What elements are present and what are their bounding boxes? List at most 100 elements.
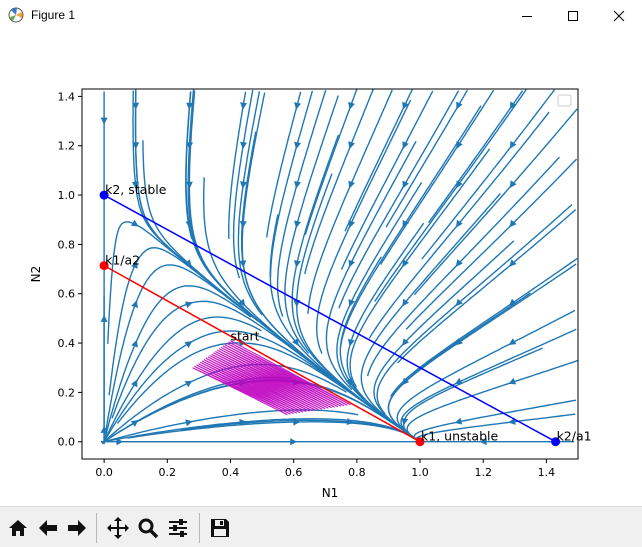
streamline-arrow [346,418,354,426]
matplotlib-icon [8,7,24,23]
streamline-arrow [130,219,139,227]
forward-button[interactable] [64,515,90,541]
streamline-arrow [509,140,517,149]
streamline-arrow [456,101,463,110]
pan-button[interactable] [105,515,131,541]
streamline-arrow [402,141,409,149]
streamline-arrow [454,377,463,385]
streamline [227,91,247,239]
streamline-arrow [348,180,355,189]
legend-box [557,94,572,107]
pan-icon [107,517,129,539]
streamline [385,89,469,228]
annotation-label: start [230,329,259,344]
point-label: k2/a1 [557,429,592,444]
close-icon [613,10,625,21]
streamline-arrow [294,141,301,150]
streamline [428,90,524,224]
streamline [185,91,193,240]
streamline [421,89,555,260]
streamline-arrow [455,259,463,267]
navigation-toolbar [0,506,642,547]
maximize-icon [568,10,578,21]
streamline [188,90,244,308]
x-tick-label: 1.2 [474,466,492,479]
streamline [269,90,314,278]
streamline-arrow [185,419,193,427]
streamline-arrow [456,219,463,228]
streamlines [100,88,579,446]
y-tick-label: 0.4 [58,337,76,350]
streamline-arrow [294,181,301,189]
trajectory [192,340,351,416]
streamline-arrow [240,102,247,110]
minimize-icon [522,15,532,17]
save-icon [211,519,229,537]
streamline [276,89,327,317]
streamline-arrow [508,377,517,385]
streamline [237,91,263,316]
streamline [132,90,226,295]
streamline-arrow [348,259,355,268]
streamline-arrow [454,417,463,425]
x-tick-label: 1.0 [411,466,429,479]
streamline [232,89,254,279]
streamline-arrow [294,220,301,229]
configure-subplots-button[interactable] [165,515,191,541]
streamline-arrow [348,220,355,228]
window-title: Figure 1 [31,8,76,22]
streamline [304,88,374,275]
streamline [134,91,159,237]
figure-canvas[interactable]: k2, stable k1/a2 k1, unstable k2/a1 start 0.… [0,31,642,506]
streamline-arrow [131,300,138,308]
streamline [344,89,413,232]
streamline-arrow [131,379,138,388]
zoom-button[interactable] [135,515,161,541]
y-tick-label: 1.2 [58,140,76,153]
equilibrium-points: k2, stable k1/a2 k1, unstable k2/a1 start [99,182,592,447]
streamline-arrow [509,219,517,228]
streamline-arrow [131,339,138,348]
home-button[interactable] [5,515,31,541]
y-axis-label: N2 [29,266,43,283]
y-tick-label: 1.4 [58,90,76,103]
streamline-arrow [348,141,355,150]
streamline-arrow [184,301,193,309]
maximize-button[interactable] [550,0,596,31]
save-button[interactable] [207,515,233,541]
home-icon [9,520,27,536]
toolbar-separator [96,513,97,543]
y-tick-label: 1.0 [58,189,76,202]
streamline-arrow [347,338,355,347]
x-tick-label: 0.6 [285,466,303,479]
minimize-button[interactable] [504,0,550,31]
streamline-arrow [401,418,409,426]
streamline [387,263,577,443]
streamline-arrow [240,141,247,150]
zoom-icon [138,518,159,539]
nullclines [103,194,556,443]
streamline [380,89,495,265]
streamline [304,88,358,235]
streamline [405,158,578,330]
streamline-arrow [184,341,193,348]
back-button[interactable] [35,515,61,541]
equilibrium-point [99,190,109,200]
x-tick-label: 0.0 [95,466,113,479]
streamline-arrow [402,259,409,268]
streamline-arrow [294,260,301,268]
x-tick-label: 0.4 [222,466,240,479]
streamline-arrow [294,102,301,110]
streamline-arrow [510,101,517,110]
streamline-arrow [455,338,463,346]
axes: 0.0 0.2 0.4 0.6 0.8 1.0 1.2 1.4 0.0 0.2 0.4 0.6 0.8 1… [58,90,556,479]
streamline [390,258,578,397]
streamline-arrow [184,259,192,267]
y-tick-label: 0.0 [58,436,76,449]
streamline-arrow [116,438,124,446]
streamline-arrow [402,101,409,110]
streamline [266,91,302,238]
equilibrium-point [99,261,109,271]
streamline [397,209,577,364]
close-button[interactable] [596,0,642,31]
